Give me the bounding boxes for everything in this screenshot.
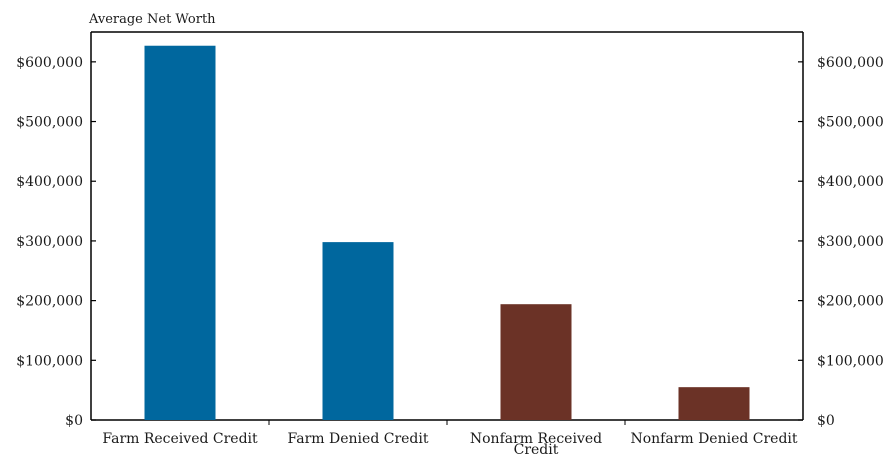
left-axis-ticks: $0 $100,000 $200,000 $300,000 $400,000 $500,0… — [16, 55, 96, 429]
left-tick-label: $300,000 — [16, 234, 83, 250]
right-tick-label: $400,000 — [817, 174, 884, 190]
category-label: Farm Received Credit — [102, 431, 258, 447]
bar-farm-received-credit — [144, 45, 216, 421]
right-axis-ticks: $0 $100,000 $200,000 $300,000 $400,000 $500,0… — [798, 55, 884, 429]
left-tick-label: $100,000 — [16, 353, 83, 369]
right-tick-label: $0 — [817, 413, 835, 429]
y-axis-title: Average Net Worth — [88, 12, 216, 27]
left-tick-label: $200,000 — [16, 294, 83, 310]
bar-farm-denied-credit — [322, 242, 394, 420]
bar-nonfarm-denied-credit — [678, 387, 750, 420]
bars-group — [144, 45, 750, 421]
right-tick-label: $100,000 — [817, 353, 884, 369]
category-label: Nonfarm Received Credit — [470, 431, 602, 457]
category-label: Nonfarm Denied Credit — [630, 431, 797, 447]
right-tick-label: $600,000 — [817, 55, 884, 71]
category-label: Farm Denied Credit — [288, 431, 429, 447]
left-tick-label: $0 — [65, 413, 83, 429]
right-tick-label: $500,000 — [817, 115, 884, 131]
left-tick-label: $600,000 — [16, 55, 83, 71]
category-labels: Farm Received Credit Farm Denied Credit No… — [102, 420, 798, 457]
bar-nonfarm-received-credit — [500, 304, 572, 420]
left-tick-label: $500,000 — [16, 115, 83, 131]
right-tick-label: $300,000 — [817, 234, 884, 250]
right-tick-label: $200,000 — [817, 294, 884, 310]
left-tick-label: $400,000 — [16, 174, 83, 190]
